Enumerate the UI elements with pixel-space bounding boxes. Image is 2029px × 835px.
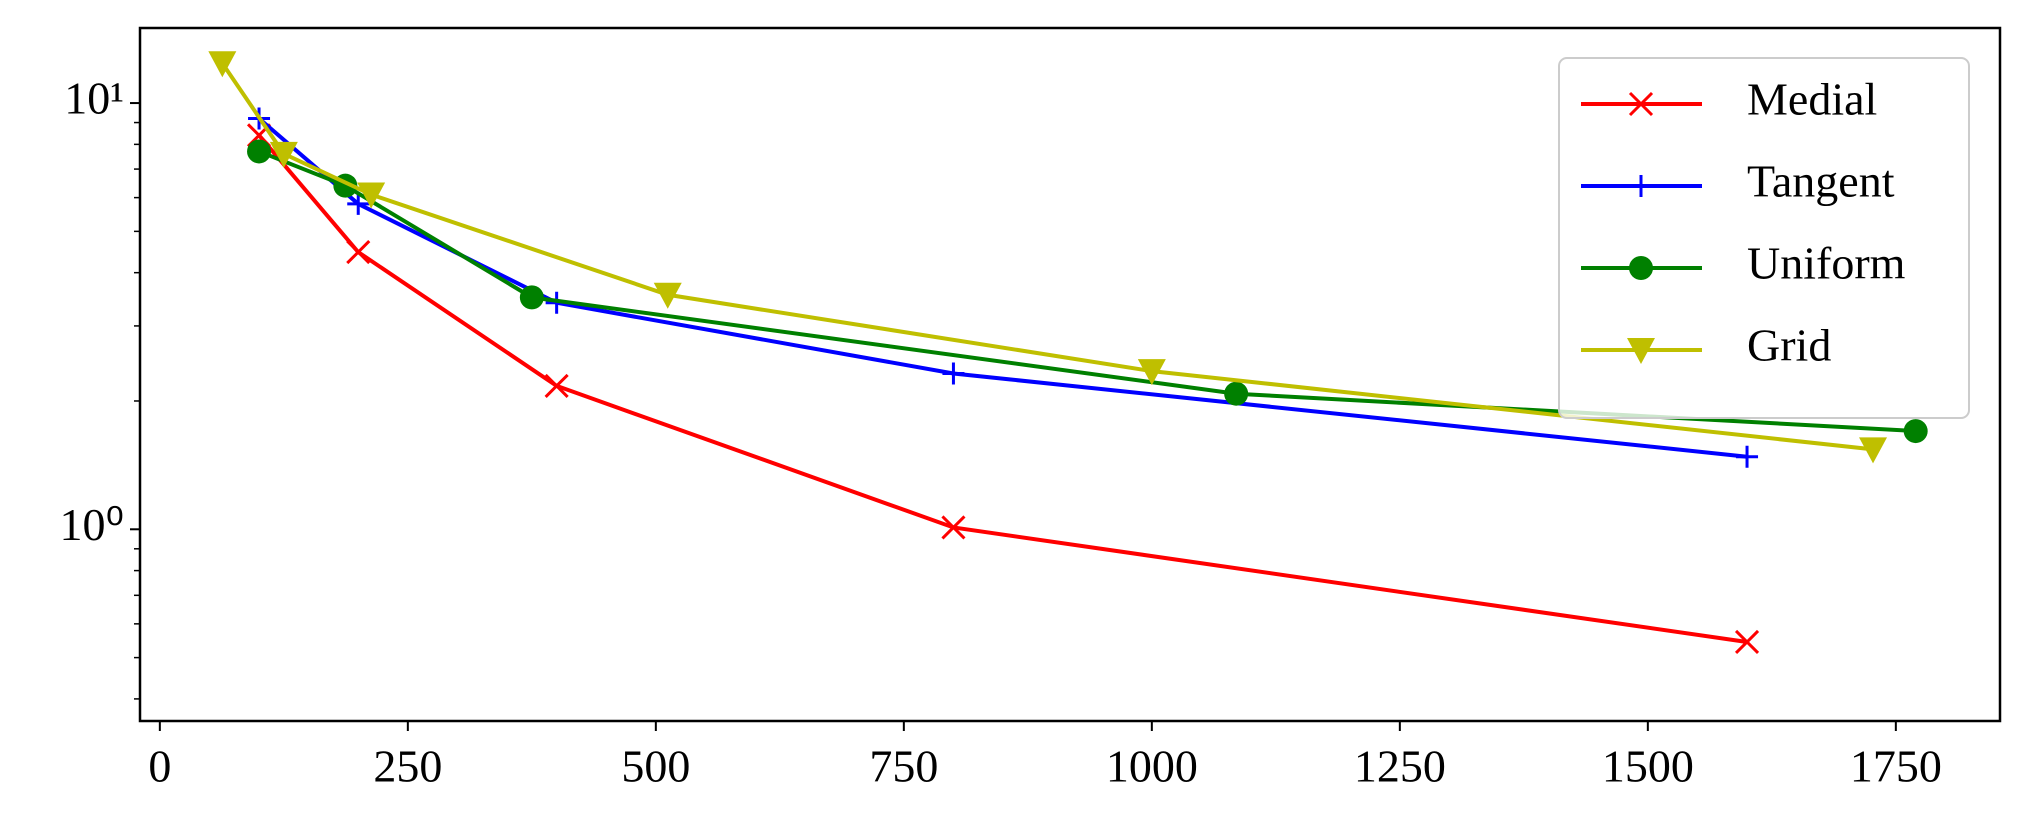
x-tick-label: 1000 — [1106, 741, 1198, 792]
legend-label: Grid — [1747, 320, 1831, 371]
marker — [942, 362, 965, 385]
series — [246, 123, 1760, 655]
marker — [519, 285, 544, 310]
series-line — [257, 134, 1748, 644]
x-tick-label: 750 — [869, 741, 938, 792]
x-tick-label: 1750 — [1850, 741, 1942, 792]
marker — [357, 182, 386, 209]
legend-frame — [1558, 57, 1970, 419]
marker — [247, 139, 272, 164]
x-tick-label: 500 — [621, 741, 690, 792]
legend: Medial Tangent Uniform Grid — [1558, 57, 1970, 419]
marker — [1137, 359, 1166, 386]
series-line — [220, 62, 1874, 452]
x-tick-label: 1500 — [1602, 741, 1694, 792]
plot-frame — [138, 26, 2002, 723]
legend-marker — [1630, 175, 1652, 197]
legend-marker — [1629, 256, 1653, 280]
legend-label: Tangent — [1747, 156, 1895, 207]
marker — [544, 373, 569, 398]
marker — [1224, 381, 1249, 406]
marker — [208, 51, 237, 78]
y-tick-label: 10⁰ — [60, 499, 124, 550]
marker — [1859, 437, 1888, 464]
legend-label: Uniform — [1747, 238, 1906, 289]
marker — [347, 192, 370, 215]
marker — [269, 141, 298, 168]
legend-label: Medial — [1747, 74, 1877, 125]
x-tick-label: 1250 — [1354, 741, 1446, 792]
marker — [1736, 445, 1759, 468]
legend-marker — [1628, 91, 1654, 117]
series-line — [257, 116, 1748, 459]
marker — [346, 240, 371, 265]
x-tick-label: 250 — [373, 741, 442, 792]
marker — [653, 282, 682, 309]
series — [208, 51, 1888, 464]
marker — [1903, 419, 1928, 444]
y-tick-label: 10¹ — [64, 73, 124, 124]
marker — [1734, 629, 1760, 655]
x-tick-label: 0 — [148, 741, 171, 792]
legend-marker — [1627, 338, 1655, 364]
marker — [941, 515, 966, 540]
